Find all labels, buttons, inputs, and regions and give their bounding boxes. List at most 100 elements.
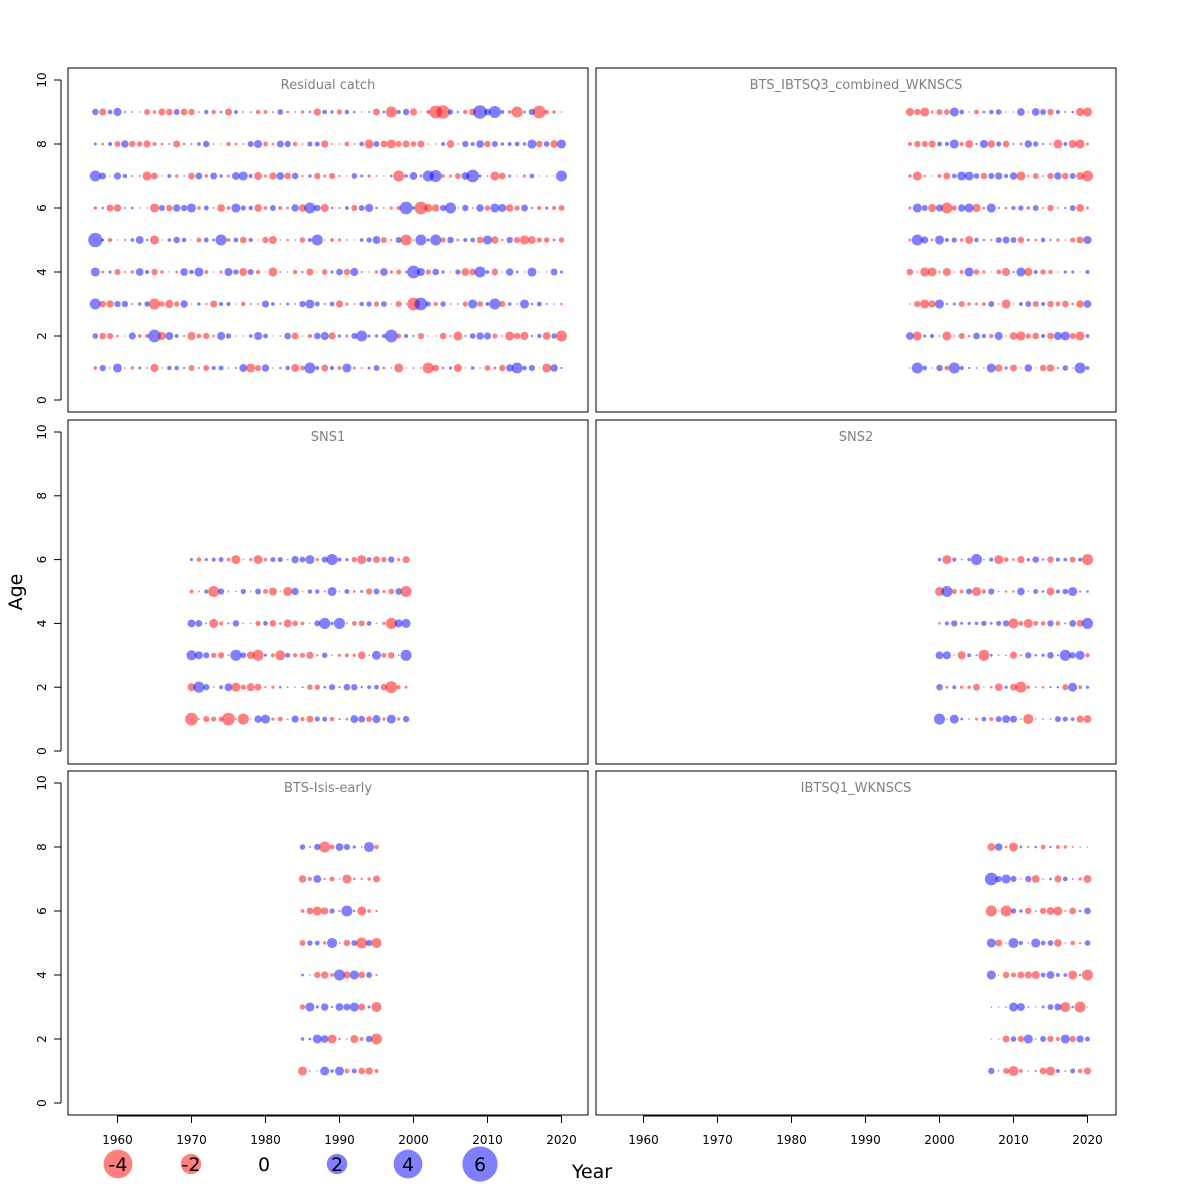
residual-bubble (555, 170, 568, 182)
y-tick-label: 10 (35, 72, 49, 87)
residual-bubble (1047, 1004, 1054, 1010)
residual-bubble (1071, 110, 1074, 114)
residual-bubble (1075, 107, 1085, 117)
residual-bubble (269, 204, 276, 212)
residual-bubble (130, 206, 134, 210)
residual-bubble (138, 111, 141, 113)
residual-bubble (299, 237, 306, 243)
residual-bubble (501, 238, 504, 242)
residual-bubble (1085, 206, 1090, 210)
residual-bubble (959, 238, 964, 242)
residual-bubble (938, 621, 941, 625)
residual-bubble (505, 331, 515, 341)
residual-bubble (380, 301, 387, 307)
residual-bubble (108, 141, 113, 147)
residual-bubble (353, 110, 356, 114)
residual-bubble (545, 302, 548, 306)
residual-bubble (365, 939, 373, 947)
residual-bubble (500, 110, 505, 114)
residual-bubble (1010, 683, 1017, 691)
residual-bubble (292, 269, 298, 275)
residual-bubble (360, 686, 363, 689)
residual-bubble (364, 841, 375, 853)
panel-title: Residual catch (281, 78, 376, 93)
bubbles (297, 841, 383, 1076)
residual-bubble (951, 173, 957, 179)
residual-bubble (1047, 108, 1054, 116)
residual-bubble (449, 334, 452, 338)
residual-bubble (417, 140, 425, 148)
residual-bubble (188, 108, 195, 116)
residual-bubble (212, 271, 215, 273)
residual-bubble (198, 111, 200, 113)
residual-bubble (211, 109, 216, 115)
residual-bubble (114, 268, 121, 276)
residual-bubble (400, 585, 412, 598)
residual-bubble (1047, 620, 1054, 627)
residual-bubble (1047, 556, 1054, 563)
residual-bubble (260, 714, 271, 724)
residual-bubble (412, 239, 415, 241)
residual-bubble (982, 238, 986, 242)
residual-bubble (286, 110, 290, 114)
x-tick-label: 1960 (102, 1133, 133, 1147)
residual-bubble (990, 271, 993, 273)
residual-bubble (246, 651, 255, 660)
residual-bubble (373, 556, 380, 564)
residual-bubble (978, 649, 990, 661)
residual-bubble (344, 141, 350, 147)
residual-bubble (135, 268, 144, 276)
residual-bubble (167, 365, 172, 371)
residual-bubble (112, 363, 123, 373)
residual-bubble (543, 141, 550, 147)
residual-bubble (522, 142, 527, 146)
residual-bubble (330, 1069, 334, 1073)
residual-bubble (1078, 941, 1082, 945)
residual-bubble (973, 173, 980, 179)
residual-bubble (960, 558, 963, 561)
residual-bubble (1047, 652, 1054, 659)
residual-bubble (380, 683, 388, 691)
residual-bubble (373, 588, 380, 595)
residual-bubble (368, 654, 370, 657)
residual-bubble (351, 556, 358, 563)
residual-bubble (366, 237, 372, 243)
residual-bubble (1041, 685, 1045, 689)
residual-bubble (297, 1066, 308, 1076)
residual-bubble (395, 140, 402, 148)
residual-bubble (1078, 877, 1082, 881)
y-axis: 0 2 4 6 8 10 (35, 424, 62, 755)
residual-bubble (1056, 686, 1060, 689)
residual-bubble (268, 267, 278, 277)
residual-bubble (1084, 940, 1091, 946)
residual-bubble (1041, 301, 1046, 307)
residual-bubble (399, 201, 413, 215)
residual-bubble (404, 174, 408, 178)
residual-bubble (271, 111, 274, 113)
residual-bubble (219, 621, 224, 626)
residual-bubble (240, 684, 246, 690)
residual-bubble (990, 685, 993, 689)
residual-bubble (230, 649, 242, 661)
residual-bubble (551, 205, 557, 211)
residual-bubble (560, 302, 563, 306)
y-axis-label: Age (5, 574, 27, 611)
residual-bubble (342, 874, 352, 884)
residual-bubble (996, 620, 1002, 626)
x-axes: 1960 1970 1980 1990 2000 2010 2020 1960 1970 1980… (102, 1115, 1103, 1147)
residual-bubble (320, 1003, 329, 1011)
residual-bubble (532, 105, 546, 119)
residual-bubble (1069, 1035, 1076, 1043)
residual-bubble (183, 366, 186, 370)
residual-bubble (951, 620, 958, 627)
residual-bubble (217, 204, 225, 212)
residual-bubble (953, 271, 956, 273)
residual-bubble (980, 172, 988, 180)
residual-bubble (219, 685, 224, 690)
residual-bubble (183, 175, 185, 177)
residual-bubble (1079, 271, 1081, 273)
residual-bubble (397, 654, 400, 657)
residual-bubble (1017, 971, 1025, 979)
residual-bubble (1002, 620, 1010, 627)
legend-label: 2 (331, 1154, 343, 1176)
